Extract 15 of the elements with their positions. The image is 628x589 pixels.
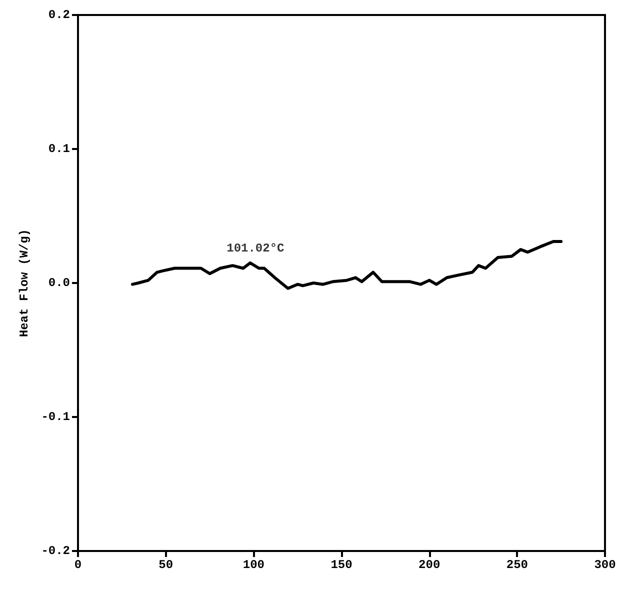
- x-tick-label: 300: [594, 558, 616, 572]
- x-tick-label: 0: [74, 558, 82, 572]
- y-tick-label: -0.1: [41, 410, 70, 424]
- x-tick-label: 150: [330, 558, 352, 572]
- y-tick-label: 0.1: [48, 142, 70, 156]
- y-tick-label: -0.2: [41, 544, 70, 558]
- annotation: 101.02°C: [226, 241, 284, 256]
- y-tick-label: 0.0: [48, 276, 70, 290]
- x-tick-label: 200: [418, 558, 440, 572]
- line-series: [130, 240, 563, 290]
- y-tick-label: 0.2: [48, 8, 70, 22]
- x-tick-label: 250: [506, 558, 528, 572]
- x-tick-label: 50: [158, 558, 174, 572]
- x-tick-label: 100: [242, 558, 264, 572]
- y-axis-title: Heat Flow (W/g): [17, 228, 32, 338]
